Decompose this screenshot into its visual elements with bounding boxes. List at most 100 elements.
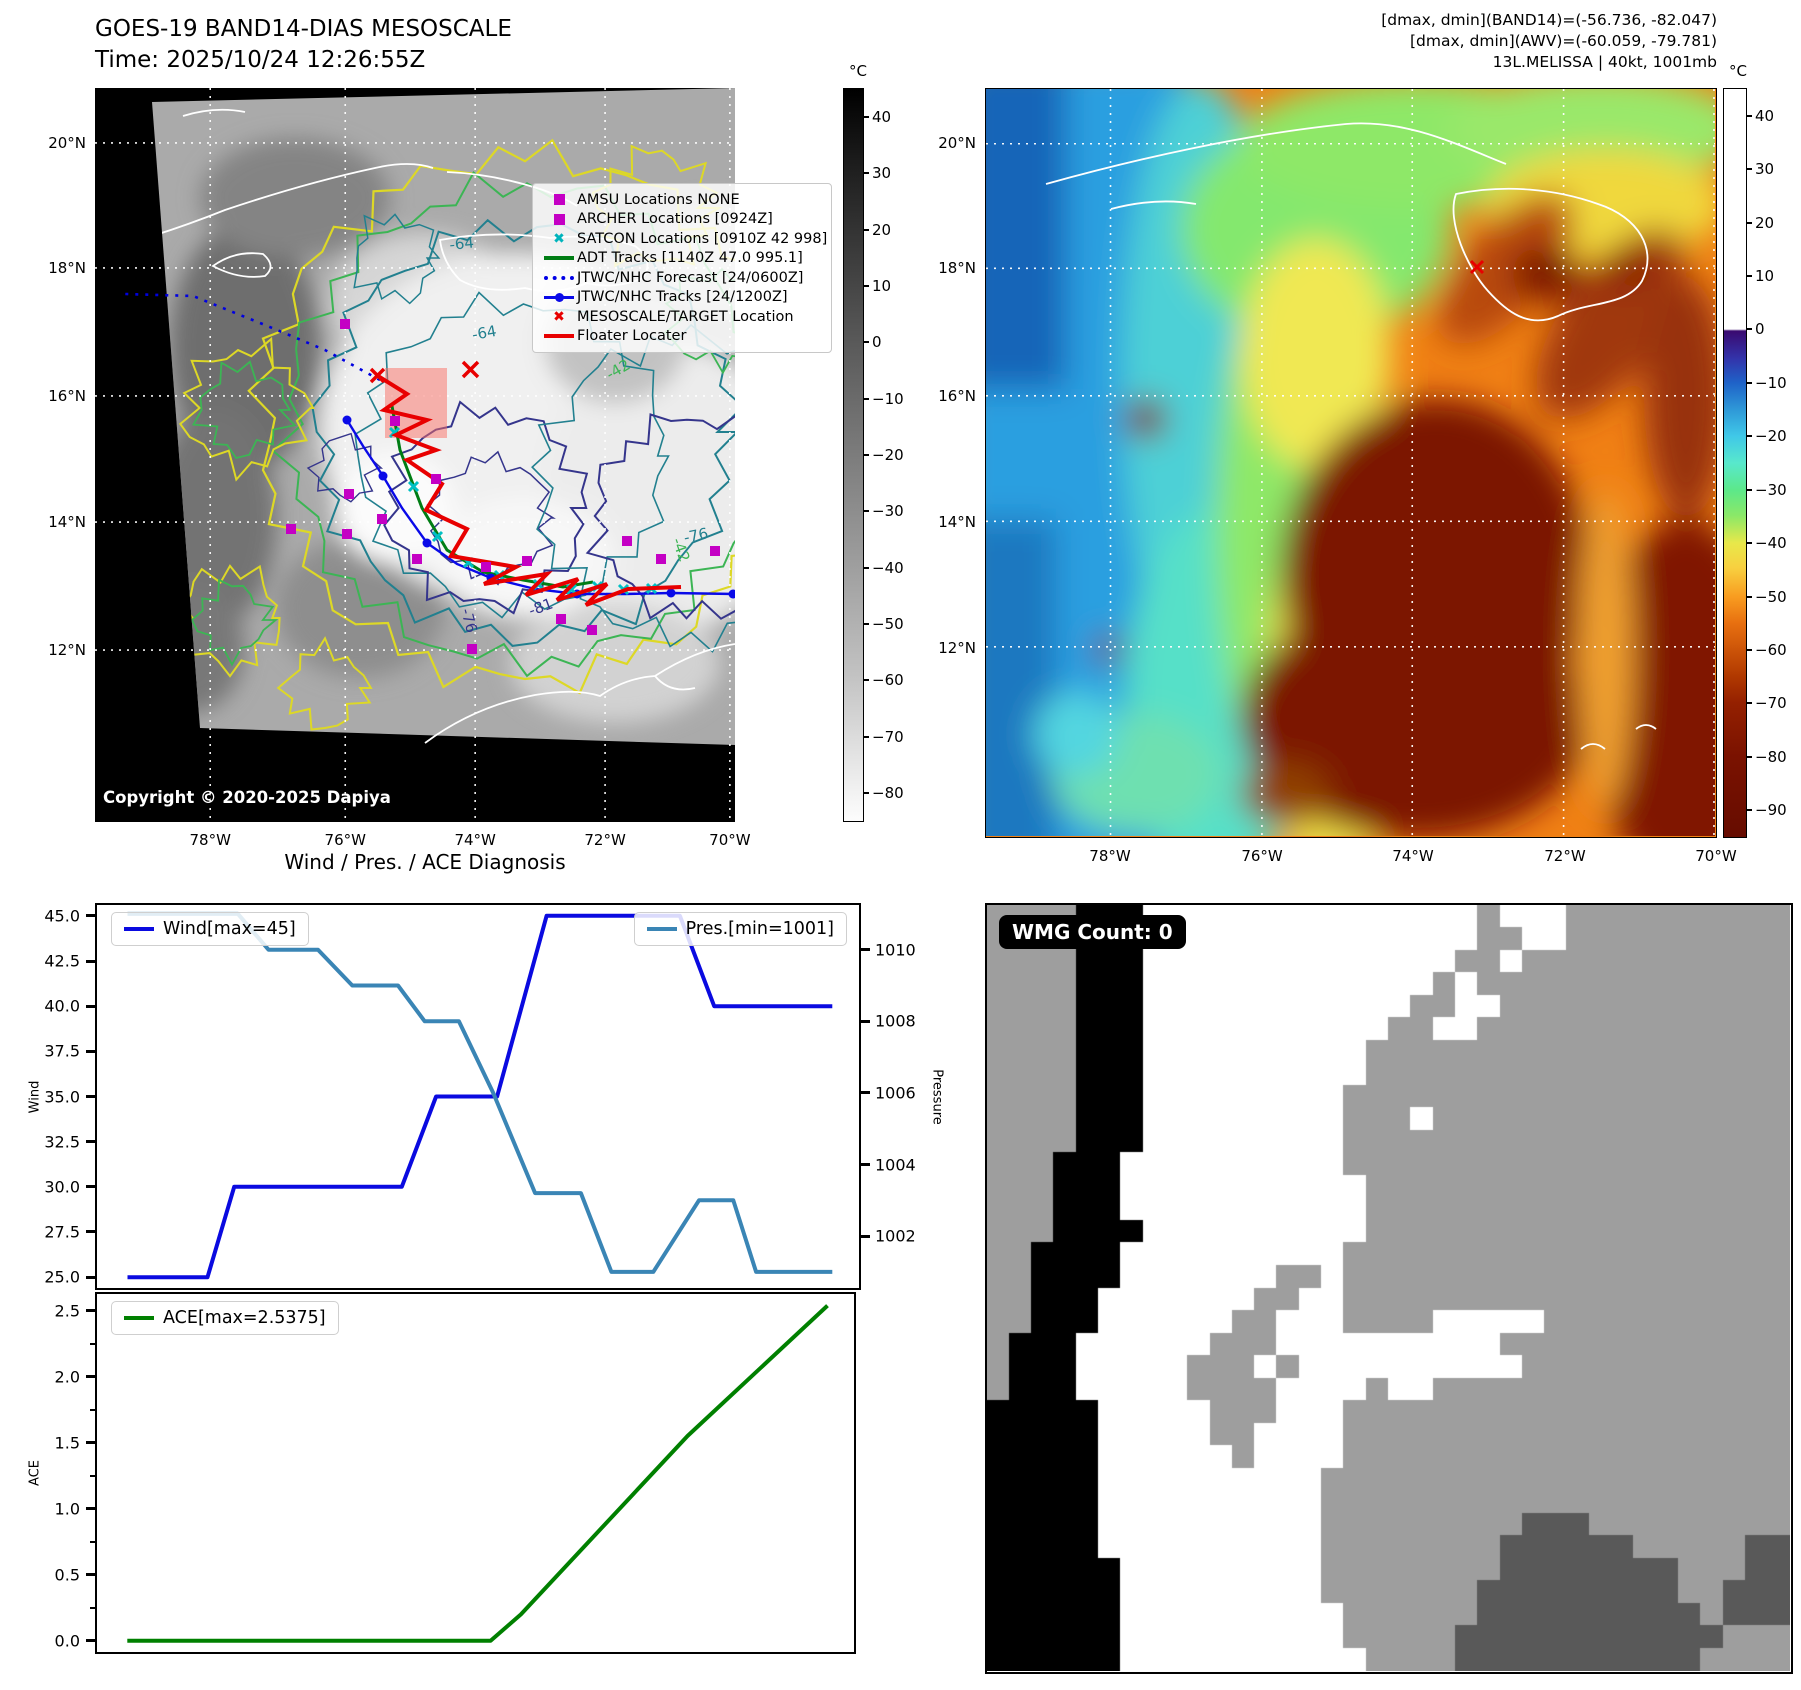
dmax-dmin-band14: [dmax, dmin](BAND14)=(-56.736, -82.047)	[1381, 11, 1717, 29]
y-tick	[86, 959, 95, 963]
diagnosis-title: Wind / Pres. / ACE Diagnosis	[284, 850, 566, 874]
axis-tick-label: 12°N	[48, 641, 86, 660]
legend-label: AMSU Locations NONE	[577, 191, 740, 208]
x-red-icon: ✖	[553, 308, 565, 325]
legend-label: Pres.[min=1001]	[685, 919, 834, 939]
y-tick	[86, 1573, 95, 1577]
ace-chart: 2.5 2.0 1.5 1.0 0.5 0.0 ACE ACE[max=2.5375]	[28, 1292, 856, 1654]
legend-swatch	[124, 1316, 154, 1320]
copyright-text: Copyright © 2020-2025 Dapiya	[103, 788, 391, 807]
series-line	[127, 1304, 829, 1643]
colorbar-tick	[863, 510, 869, 513]
line-dot-blue-icon	[541, 293, 577, 303]
axis-tick-label: 74°W	[1392, 847, 1434, 865]
legend-label: ADT Tracks [1140Z 47.0 995.1]	[577, 250, 803, 267]
axis-tick-label: 18°N	[938, 259, 976, 277]
colorbar-tick-label: 40	[1755, 106, 1775, 125]
colorbar-tick	[863, 622, 869, 625]
axis-tick-label: 20°N	[938, 133, 976, 152]
y-tick	[861, 1234, 870, 1238]
y-tick-label: 40.0	[44, 996, 80, 1016]
x-cyan-icon: ✖	[553, 230, 565, 247]
y-tick-label: 1.0	[54, 1499, 80, 1519]
axis-tick-label: 16°N	[48, 386, 86, 405]
y-tick	[86, 1639, 95, 1643]
storm-id-intensity: 13L.MELISSA | 40kt, 1001mb	[1492, 53, 1717, 71]
legend-item: ✖ MESOSCALE/TARGET Location	[541, 307, 823, 327]
y-minor-tick	[90, 1474, 95, 1477]
y-tick	[86, 1004, 95, 1008]
colorbar-tick-label: −80	[872, 783, 904, 802]
y-minor-tick	[90, 1606, 95, 1609]
colorbar-tick-label: −80	[1755, 747, 1787, 766]
legend-label: JTWC/NHC Forecast [24/0600Z]	[577, 269, 804, 286]
floater-track-line	[376, 374, 682, 607]
legend-label: JTWC/NHC Tracks [24/1200Z]	[577, 289, 788, 306]
wmg-mask-image	[987, 905, 1790, 1671]
y-tick	[86, 1140, 95, 1144]
chart-legend: Wind[max=45]	[111, 912, 309, 946]
legend-swatch	[124, 927, 154, 931]
colorbar-tick	[1746, 595, 1752, 598]
axis-tick-label: 14°N	[938, 513, 976, 532]
colorbar-tick	[1746, 809, 1752, 812]
band14-satellite-map: -64-64-42-42-76-81-81-76 AMSU Locations …	[95, 88, 832, 822]
y-tick-label: 1010	[875, 940, 916, 960]
legend-item: AMSU Locations NONE	[541, 190, 823, 210]
legend-item: JTWC/NHC Tracks [24/1200Z]	[541, 288, 823, 308]
y-tick-label: 1004	[875, 1155, 916, 1174]
jtwc-track-line	[345, 419, 735, 596]
y-tick	[86, 1309, 95, 1312]
colorbar-tick	[1746, 435, 1752, 438]
right-map-lat-axis: 20°N 18°N 16°N 14°N 12°N	[922, 88, 976, 838]
y-tick-label: 42.5	[44, 951, 80, 971]
mesoscale-target-x	[369, 360, 480, 384]
line-green-icon	[541, 256, 577, 261]
jtwc-forecast-line	[124, 292, 381, 382]
dmax-dmin-awv: [dmax, dmin](AWV)=(-60.059, -79.781)	[1410, 32, 1717, 50]
right-map-lon-axis: 78°W 76°W 74°W 72°W 70°W	[985, 847, 1736, 867]
square-magenta-icon	[541, 213, 577, 225]
y-tick	[86, 1507, 95, 1511]
colorbar-tick	[863, 735, 869, 738]
colorbar-tick	[863, 397, 869, 400]
colorbar-tick-label: −40	[872, 558, 904, 577]
timestamp: Time: 2025/10/24 12:26:55Z	[95, 47, 426, 73]
y-tick-label: 0.0	[54, 1631, 80, 1651]
y-tick-label: 2.5	[54, 1301, 80, 1320]
satellite-title: GOES-19 BAND14-DIAS MESOSCALE	[95, 16, 512, 42]
archer-markers	[286, 319, 720, 654]
colorbar-tick-label: −50	[1755, 587, 1787, 606]
colorbar-tick	[1746, 114, 1752, 117]
colorbar-tick	[1746, 221, 1752, 224]
legend-label: Wind[max=45]	[163, 919, 296, 939]
awv-imagery	[986, 89, 1715, 836]
colorbar-tick-label: −10	[1755, 373, 1787, 392]
left-map-lon-axis: 78°W 76°W 74°W 72°W 70°W	[95, 831, 750, 851]
y-axis-label: Wind	[27, 1080, 43, 1113]
y-tick-label: 1006	[875, 1083, 916, 1103]
y-tick	[86, 1230, 95, 1234]
y-tick	[86, 1375, 95, 1379]
legend-swatch	[646, 927, 677, 931]
colorbar-tick	[1746, 542, 1752, 545]
colorbar-tick	[863, 116, 869, 119]
y-tick	[86, 1275, 95, 1279]
colorbar-tick-label: −60	[872, 671, 904, 690]
colorbar-tick	[1746, 168, 1752, 171]
contour-label: -76	[457, 606, 481, 634]
colorbar-tick-label: −70	[1755, 694, 1787, 713]
axis-tick-label: 16°N	[938, 387, 976, 406]
colorbar-tick-label: −50	[872, 614, 904, 633]
legend-item: ✖ SATCON Locations [0910Z 42 998]	[541, 229, 827, 249]
axis-tick-label: 18°N	[48, 258, 86, 277]
y-tick-label: 1.5	[54, 1433, 80, 1453]
y-tick	[861, 1091, 870, 1095]
south-coastline	[424, 643, 735, 744]
colorbar-tick-label: −10	[872, 389, 904, 408]
colorbar-tick	[863, 285, 869, 288]
legend-item: JTWC/NHC Forecast [24/0600Z]	[541, 268, 823, 288]
y-tick	[861, 948, 870, 952]
y-tick-label: 2.0	[54, 1367, 80, 1387]
